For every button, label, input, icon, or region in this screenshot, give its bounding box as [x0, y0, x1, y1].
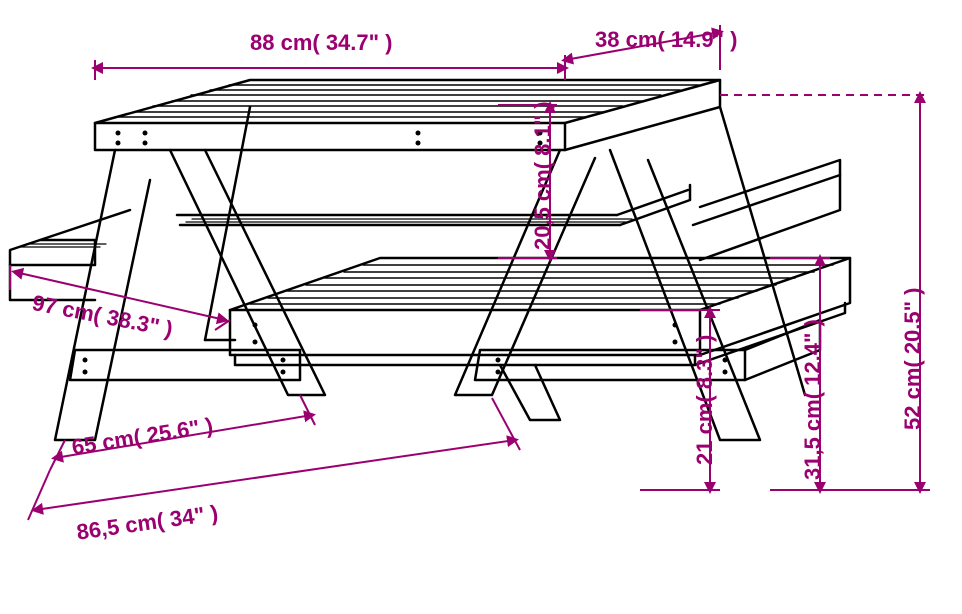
label-top-width: 88 cm( 34.7" ) [250, 30, 393, 56]
label-total-h: 52 cm( 20.5" ) [900, 287, 926, 430]
product-outline [10, 80, 850, 440]
label-seat-top: 31,5 cm( 12.4" ) [800, 319, 826, 480]
label-seat-height: 21 cm( 8.3" ) [692, 335, 718, 465]
label-seat-drop: 20,5 cm( 8.1" ) [530, 101, 556, 250]
label-top-depth: 38 cm( 14.9" ) [595, 27, 738, 53]
diagram-stage: 88 cm( 34.7" ) 38 cm( 14.9" ) 97 cm( 38.… [0, 0, 962, 614]
